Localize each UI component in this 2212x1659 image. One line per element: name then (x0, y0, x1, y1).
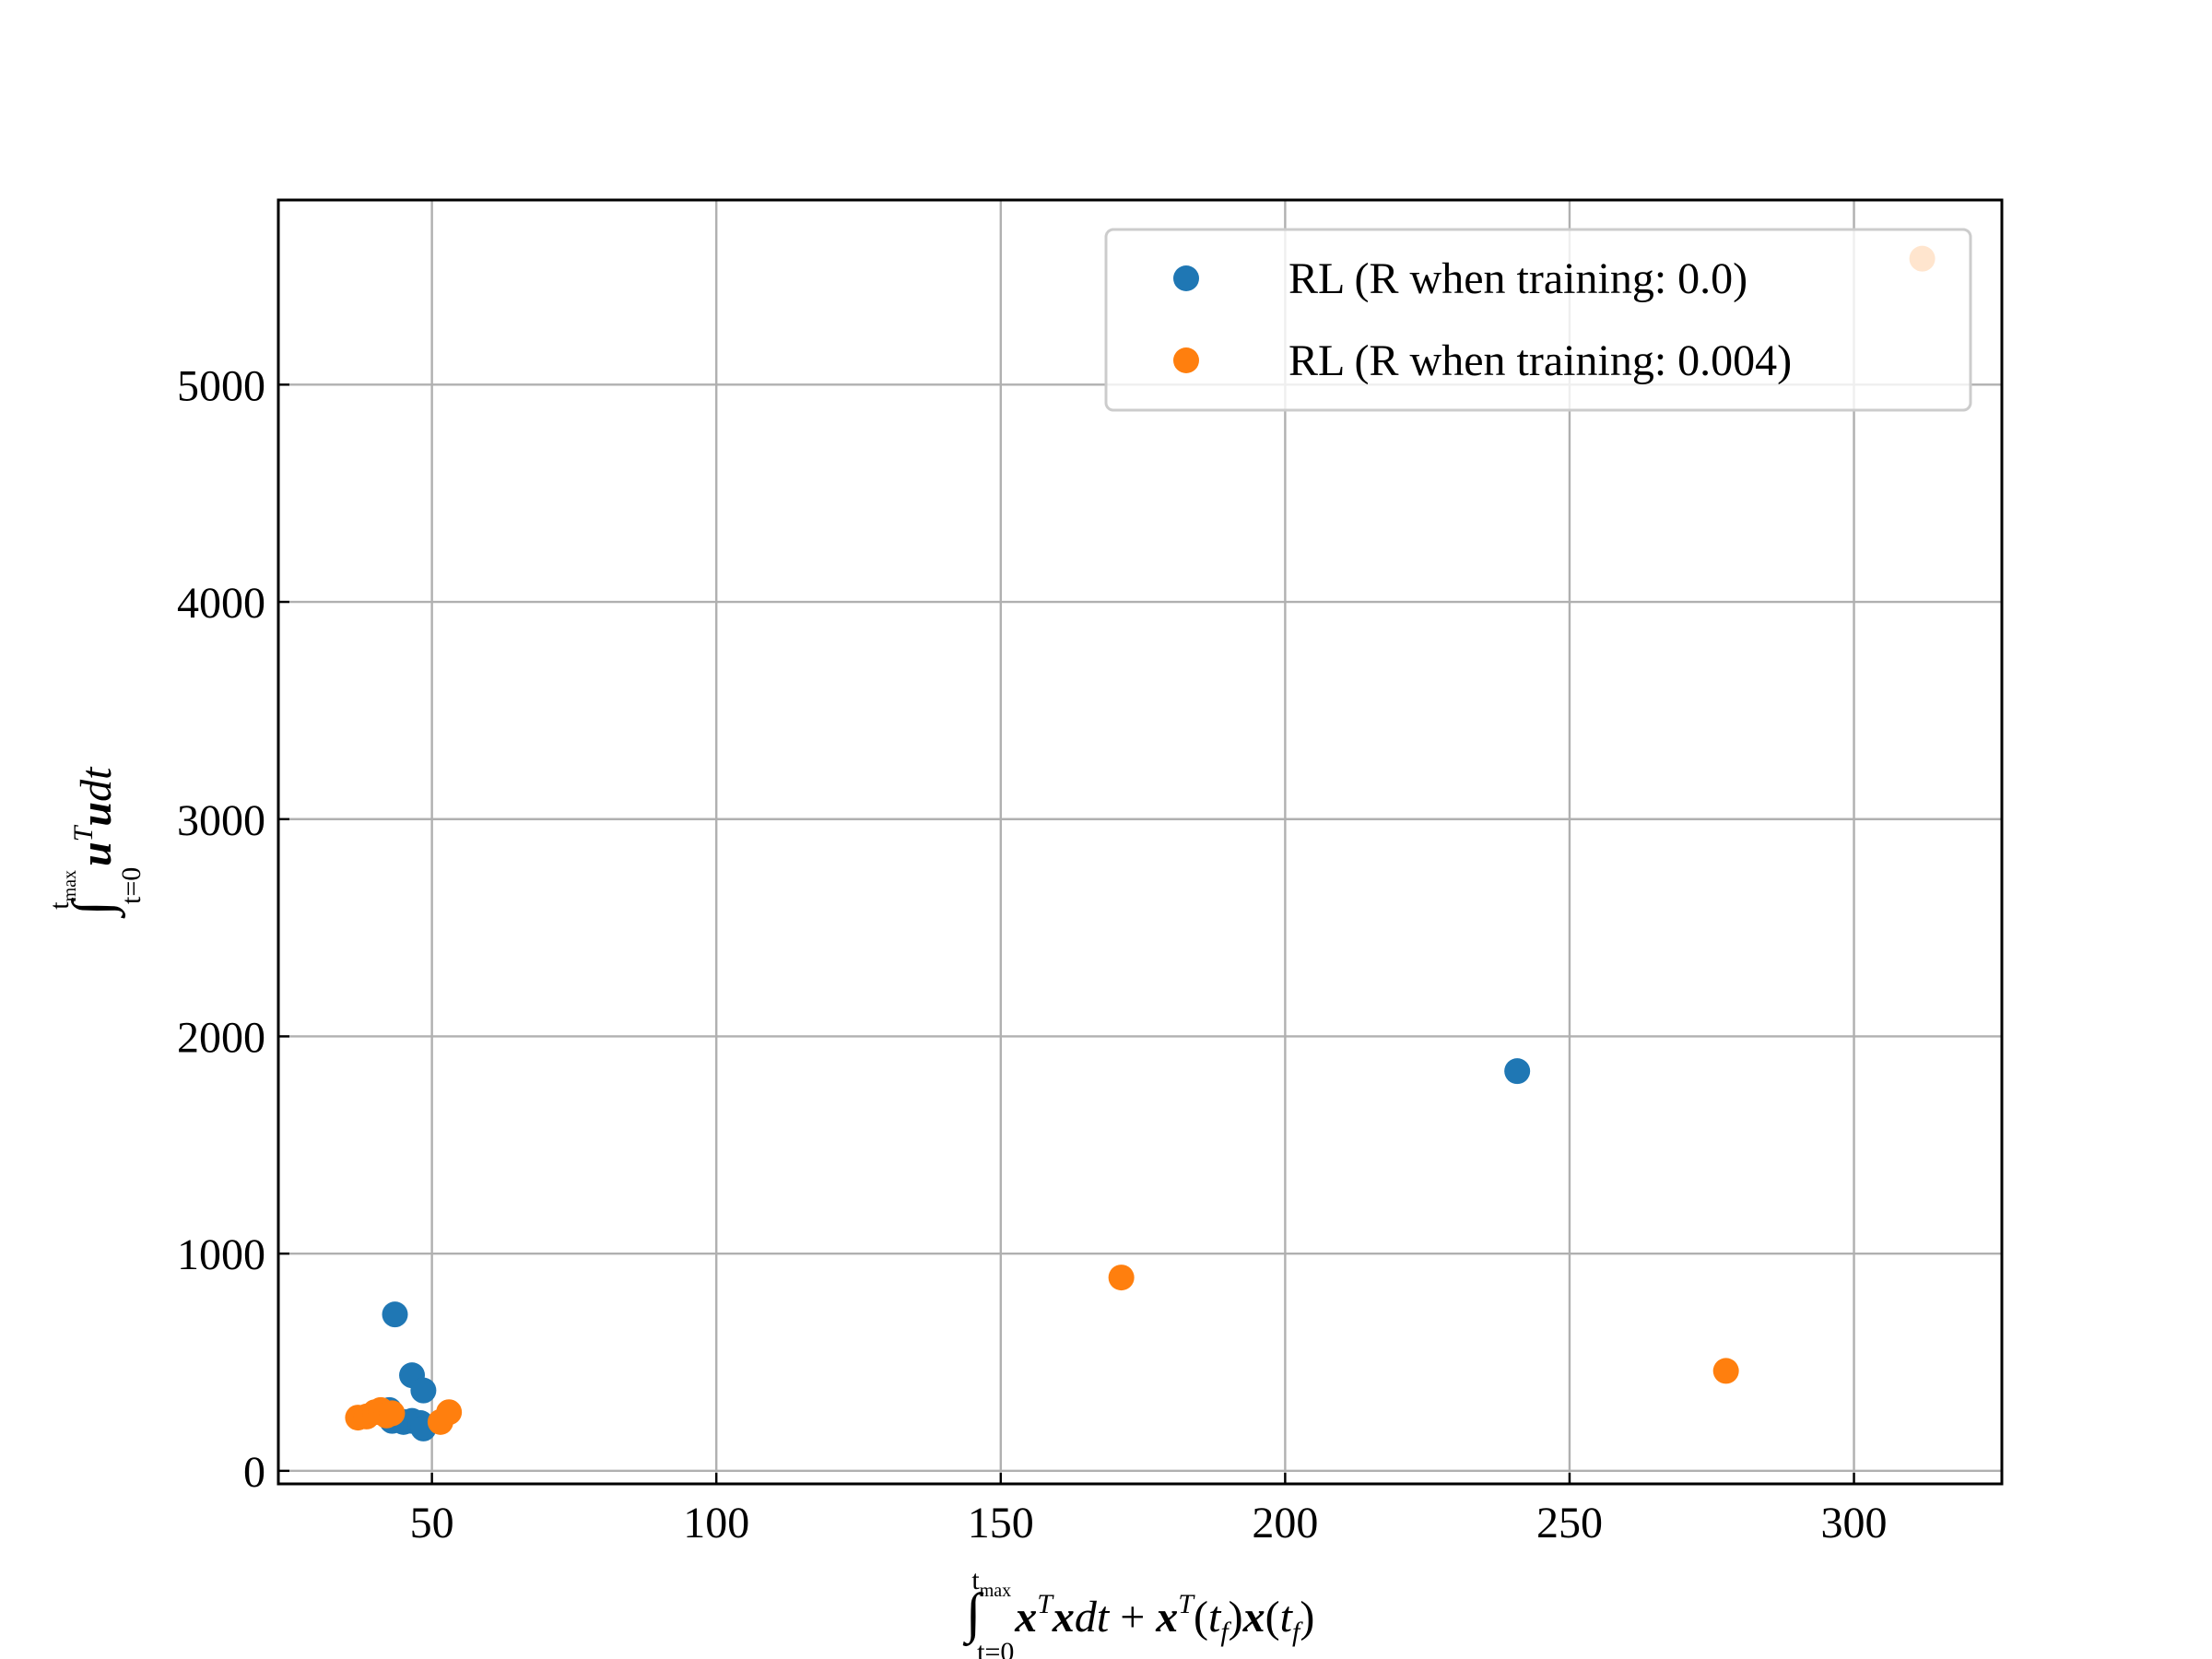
grid-lines (278, 200, 2002, 1484)
legend-label-series-0: RL (R when training: 0.0) (1288, 254, 1747, 303)
plot-frame (276, 198, 2004, 1486)
legend-box (1104, 228, 1972, 412)
y-tick-label: 3000 (177, 796, 265, 845)
legend-marker-series-0 (1173, 265, 1199, 291)
legend-marker-series-1 (1173, 347, 1199, 373)
data-points (345, 245, 1936, 1441)
y-tick-label: 4000 (177, 579, 265, 628)
data-point (382, 1301, 408, 1328)
x-tick-label: 150 (968, 1499, 1034, 1547)
legend: RL (R when training: 0.0) RL (R when tra… (1104, 228, 1972, 412)
data-point (379, 1400, 406, 1427)
data-point (1712, 1358, 1739, 1384)
data-point (410, 1377, 437, 1404)
x-tick-label: 50 (410, 1499, 454, 1547)
y-tick-label: 0 (243, 1448, 265, 1497)
x-tick-label: 300 (1821, 1499, 1888, 1547)
legend-label-series-1: RL (R when training: 0.004) (1288, 336, 1792, 385)
data-point (1504, 1058, 1531, 1085)
y-tick-label: 1000 (177, 1230, 265, 1279)
x-tick-label: 100 (683, 1499, 749, 1547)
y-tick-label: 2000 (177, 1013, 265, 1062)
data-point (1108, 1265, 1135, 1291)
y-tick-label: 5000 (177, 361, 265, 410)
x-tick-label: 250 (1536, 1499, 1603, 1547)
data-point (436, 1399, 463, 1426)
x-tick-label: 200 (1252, 1499, 1318, 1547)
series-1-points (345, 245, 1936, 1435)
x-axis-label: ∫ t=0tmaxxTxdt + xT(tf)x(tf) (963, 1565, 1315, 1659)
y-axis-label: ∫t=0tmaxuTudt (44, 766, 147, 919)
